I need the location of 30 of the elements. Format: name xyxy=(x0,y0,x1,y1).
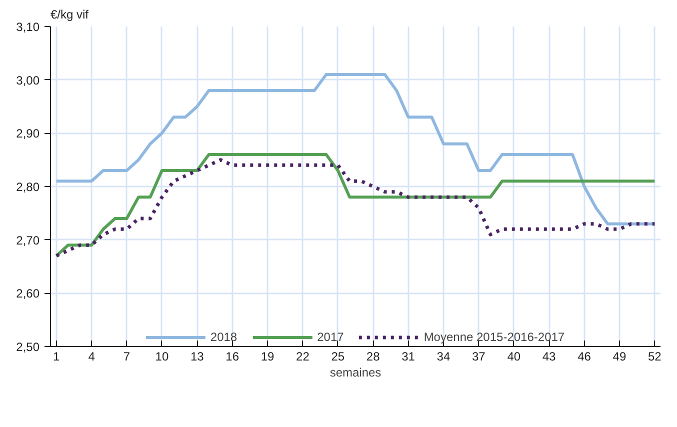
y-tick-label: 3,00 xyxy=(16,73,40,88)
legend-label: 2017 xyxy=(317,330,344,344)
y-tick-label: 2,80 xyxy=(16,180,40,194)
x-tick-label: 28 xyxy=(366,350,380,364)
x-tick-label: 46 xyxy=(578,350,592,364)
y-tick-label: 2,90 xyxy=(16,126,40,141)
x-tick-label: 31 xyxy=(402,350,416,364)
x-tick-label: 34 xyxy=(436,350,450,364)
x-tick-label: 40 xyxy=(507,350,521,364)
x-tick-label: 43 xyxy=(542,350,556,364)
x-tick-label: 10 xyxy=(155,350,169,364)
x-tick-label: 37 xyxy=(472,350,486,364)
x-tick-label: 52 xyxy=(648,350,662,364)
x-axis-title: semaines xyxy=(330,366,382,380)
x-tick-label: 22 xyxy=(296,350,310,364)
y-tick-label: 2,50 xyxy=(16,340,40,354)
x-tick-label: 49 xyxy=(612,350,626,364)
x-tick-label: 7 xyxy=(123,350,130,364)
x-tick-label: 16 xyxy=(226,350,240,364)
x-tick-label: 4 xyxy=(88,350,96,364)
x-tick-label: 13 xyxy=(190,350,204,364)
legend-label: Moyenne 2015-2016-2017 xyxy=(424,330,565,344)
x-tick-label: 1 xyxy=(53,350,60,364)
y-tick-label: 2,70 xyxy=(16,233,40,248)
y-tick-label: 3,10 xyxy=(16,20,40,34)
legend-label: 2018 xyxy=(210,330,238,344)
x-tick-label: 19 xyxy=(260,350,275,364)
y-tick-label: 2,60 xyxy=(16,286,40,301)
y-axis-title: €/kg vif xyxy=(50,8,90,22)
x-tick-label: 25 xyxy=(331,350,345,364)
